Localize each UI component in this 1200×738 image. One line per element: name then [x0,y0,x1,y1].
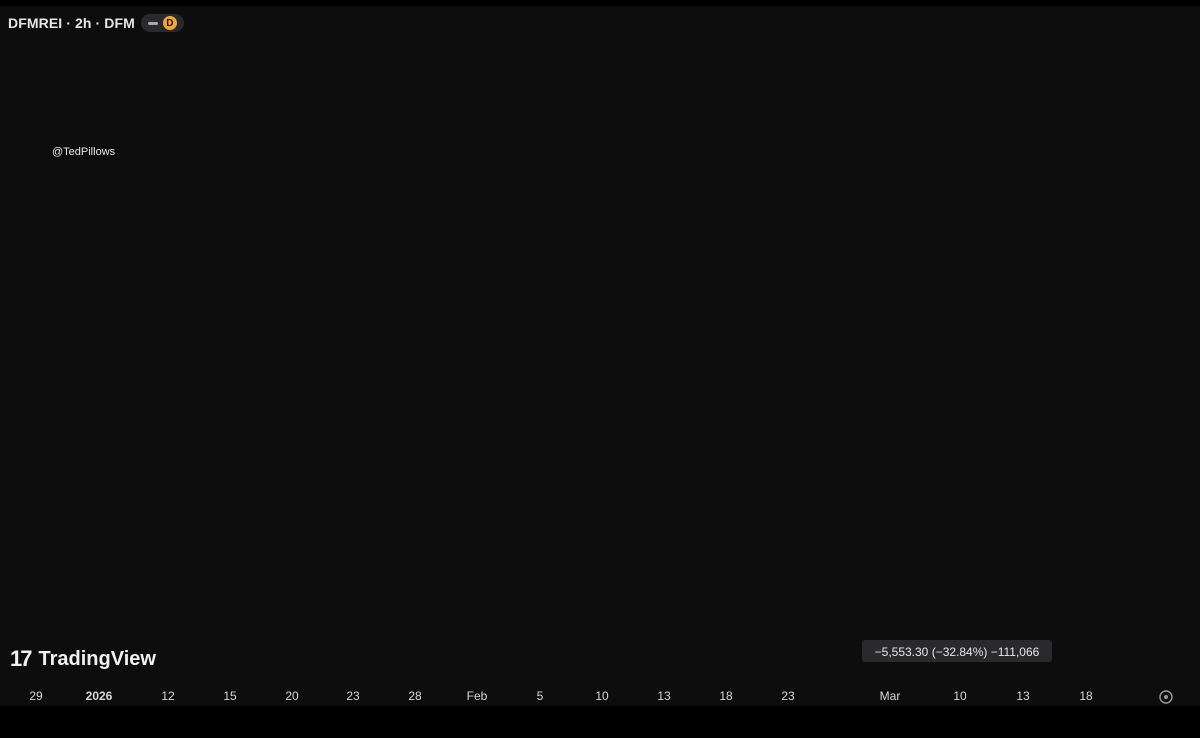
status-pill[interactable]: D [140,14,184,32]
settings-icon[interactable] [1159,690,1173,704]
symbol-header[interactable]: DFMREI · 2h · DFM D [8,14,184,32]
symbol-title[interactable]: DFMREI · 2h · DFM [8,15,135,31]
x-tick-label: 2026 [86,689,113,703]
x-tick-label: 20 [285,689,299,703]
bottom-bar [0,706,1200,733]
minus-icon [147,21,158,25]
measure-info-box [862,640,1052,662]
x-tick-label: 18 [719,689,733,703]
measure-info-label: −5,553.30 (−32.84%) −111,066 [875,645,1040,659]
tradingview-wordmark: TradingView [38,647,156,670]
overlay-labels: −5,553.30 (−32.84%) −111,066 [862,640,1052,662]
x-tick-label: 23 [346,689,360,703]
x-tick-label: 18 [1079,689,1093,703]
x-tick-label: 28 [408,689,422,703]
top-bar [0,0,1200,6]
time-axis[interactable]: 29 2026 12 15 20 23 28 Feb 5 10 13 18 23 Mar 10 13 18 [29,689,1093,703]
x-tick-label: 15 [223,689,237,703]
tradingview-logo: 17 TradingView [10,646,156,672]
x-tick-label: 23 [781,689,795,703]
x-tick-label: 13 [657,689,671,703]
delayed-badge: D [162,16,177,30]
x-tick-label: 10 [595,689,609,703]
x-tick-label: Mar [880,689,901,703]
x-tick-label: 13 [1016,689,1030,703]
x-tick-label: 29 [29,689,43,703]
author-handle: @TedPillows [52,146,116,158]
x-tick-label: Feb [467,689,488,703]
tradingview-icon: 17 [10,646,33,671]
x-tick-label: 5 [537,689,544,703]
x-tick-label: 10 [953,689,967,703]
x-tick-label: 12 [161,689,175,703]
